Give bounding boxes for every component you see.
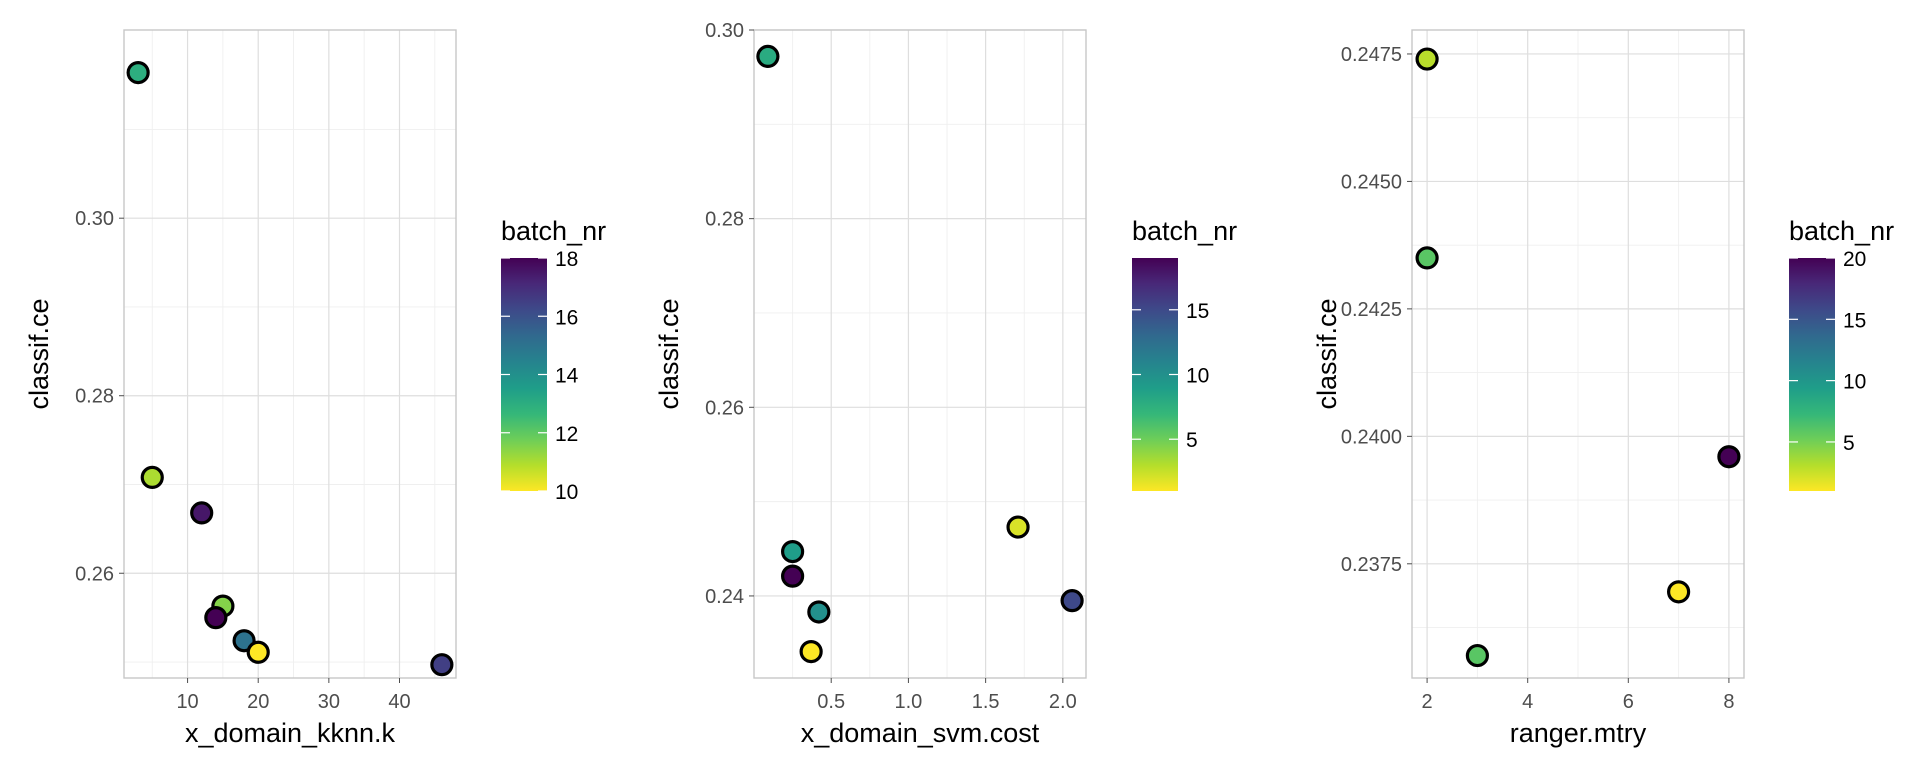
y-tick-label: 0.2400 [1341, 426, 1402, 448]
legend-title: batch_nr [501, 216, 606, 246]
data-point [246, 640, 270, 664]
data-point [1465, 643, 1489, 668]
y-tick-label: 0.28 [75, 386, 114, 408]
x-tick-label: 2.0 [1049, 691, 1077, 713]
x-tick-label: 6 [1623, 691, 1634, 713]
x-tick-label: 40 [388, 691, 410, 713]
data-point [1415, 47, 1439, 71]
colorbar-label: 14 [555, 365, 579, 388]
colorbar-label: 15 [1843, 309, 1866, 332]
data-point [807, 600, 831, 624]
data-point [781, 540, 805, 564]
x-tick-label: 2 [1422, 691, 1433, 713]
data-point [1717, 445, 1741, 469]
y-tick-label: 0.24 [705, 586, 744, 608]
x-tick-label: 30 [318, 691, 340, 713]
colorbar-label: 10 [555, 481, 578, 504]
data-point [1006, 515, 1030, 539]
y-tick-label: 0.30 [75, 208, 114, 230]
colorbar-label: 5 [1186, 429, 1198, 452]
colorbar-label: 15 [1186, 300, 1209, 323]
y-axis-title: classif.ce [1312, 298, 1342, 409]
y-tick-label: 0.26 [705, 397, 744, 419]
y-axis-title: classif.ce [24, 298, 54, 409]
panel-border [123, 29, 457, 679]
y-tick-label: 0.2425 [1341, 299, 1402, 321]
data-point [756, 44, 780, 69]
panel-3: 2 4 6 8 0.2375 0.2400 0.2425 0.2450 0.2475 ranger… [1312, 29, 1894, 748]
legend-title: batch_nr [1789, 216, 1894, 246]
data-point [1667, 580, 1691, 604]
data-point [430, 653, 454, 677]
colorbar-label: 10 [1186, 365, 1209, 388]
x-axis-title: ranger.mtry [1510, 718, 1647, 748]
legend-batch-nr: batch_nr 5 10 15 20 [1789, 216, 1894, 491]
y-tick-label: 0.2450 [1341, 171, 1402, 193]
panel-2: 0.5 1.0 1.5 2.0 0.24 0.26 0.28 0.30 x_domain_svm… [654, 20, 1237, 748]
colorbar [1789, 258, 1835, 491]
x-tick-label: 10 [176, 691, 198, 713]
x-axis-title: x_domain_svm.cost [801, 718, 1040, 748]
legend-batch-nr: batch_nr 5 10 15 [1132, 216, 1237, 491]
legend-title: batch_nr [1132, 216, 1237, 246]
x-tick-label: 8 [1723, 691, 1734, 713]
y-axis-title: classif.ce [654, 298, 684, 409]
data-point [781, 564, 805, 588]
colorbar-label: 20 [1843, 248, 1866, 271]
x-tick-label: 1.0 [895, 691, 923, 713]
y-tick-label: 0.28 [705, 209, 744, 231]
colorbar-label: 18 [555, 248, 578, 271]
data-point [204, 606, 228, 630]
colorbar-label: 12 [555, 423, 578, 446]
x-tick-label: 20 [247, 691, 269, 713]
y-tick-label: 0.30 [705, 20, 744, 42]
y-tick-label: 0.2375 [1341, 554, 1402, 576]
x-tick-label: 4 [1522, 691, 1533, 713]
x-axis-title: x_domain_kknn.k [185, 718, 396, 748]
data-point [126, 61, 150, 85]
panel-1: 10 20 30 40 0.26 0.28 0.30 x_domain_kknn.k class… [24, 29, 606, 748]
legend-batch-nr: batch_nr 10 12 14 16 18 [501, 216, 606, 504]
y-tick-label: 0.26 [75, 563, 114, 585]
y-tick-label: 0.2475 [1341, 44, 1402, 66]
panel-border [753, 29, 1087, 679]
data-point [1060, 589, 1084, 613]
colorbar-label: 5 [1843, 432, 1855, 455]
colorbar-label: 10 [1843, 371, 1866, 394]
panel-border [1411, 29, 1745, 679]
colorbar-label: 16 [555, 306, 578, 329]
x-tick-label: 0.5 [817, 691, 845, 713]
data-point [799, 639, 823, 664]
data-point [190, 501, 214, 525]
data-point [140, 465, 164, 489]
x-tick-label: 1.5 [972, 691, 1000, 713]
data-point [1415, 246, 1439, 270]
